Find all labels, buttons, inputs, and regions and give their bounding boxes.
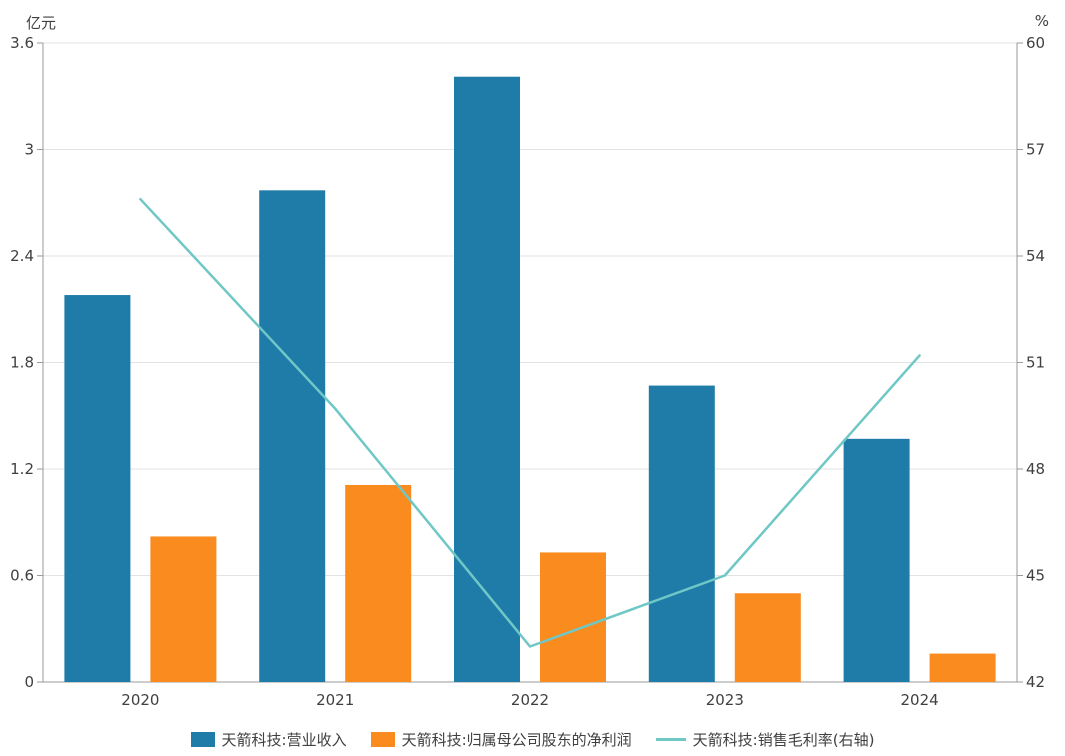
left-axis-tick-label: 3 — [24, 141, 34, 159]
left-axis-tick-label: 3.6 — [10, 34, 34, 52]
left-axis-tick-label: 1.8 — [10, 354, 34, 372]
x-axis-tick-label: 2022 — [511, 691, 549, 709]
right-axis-tick-label: 57 — [1026, 141, 1045, 159]
bar-revenue-2024 — [843, 438, 910, 682]
right-axis-tick-label: 42 — [1026, 673, 1045, 691]
legend-swatch-net-profit — [370, 732, 395, 747]
right-axis-tick-label: 54 — [1026, 247, 1045, 265]
bar-revenue-2022 — [454, 76, 520, 683]
x-axis-tick-label: 2024 — [901, 691, 939, 709]
right-axis-unit-label: % — [1034, 12, 1049, 30]
left-axis-unit-label: 亿元 — [26, 14, 57, 32]
bar-revenue-2021 — [259, 190, 326, 682]
x-axis-tick-label: 2023 — [706, 691, 744, 709]
right-axis-tick-label: 51 — [1026, 354, 1045, 372]
left-axis-tick-label: 0 — [24, 673, 34, 691]
legend-item-net-profit: 天箭科技:归属母公司股东的净利润 — [370, 729, 632, 750]
legend-item-gross-margin: 天箭科技:销售毛利率(右轴) — [655, 729, 875, 750]
bar-net-profit-2024 — [929, 653, 996, 682]
left-axis-tick-label: 1.2 — [10, 460, 34, 478]
x-axis-tick-label: 2021 — [316, 691, 354, 709]
bar-revenue-2023 — [648, 385, 715, 682]
bar-net-profit-2021 — [345, 484, 412, 682]
left-axis-tick-label: 2.4 — [10, 247, 34, 265]
legend-item-revenue: 天箭科技:营业收入 — [190, 729, 347, 750]
bar-net-profit-2020 — [150, 536, 217, 682]
bar-net-profit-2022 — [540, 552, 606, 682]
left-axis-tick-label: 0.6 — [10, 567, 34, 585]
right-axis-tick-label: 45 — [1026, 567, 1045, 585]
legend-label-net-profit: 天箭科技:归属母公司股东的净利润 — [401, 731, 632, 749]
bar-net-profit-2023 — [734, 593, 801, 682]
x-axis-tick-label: 2020 — [121, 691, 159, 709]
gross-margin-line — [139, 197, 921, 648]
right-axis-tick-label: 60 — [1026, 34, 1045, 52]
legend: 天箭科技:营业收入 天箭科技:归属母公司股东的净利润 天箭科技:销售毛利率(右轴… — [0, 729, 1065, 750]
legend-line-swatch-gross-margin — [655, 738, 686, 741]
right-axis-tick-label: 48 — [1026, 460, 1045, 478]
bar-revenue-2020 — [64, 295, 131, 682]
legend-label-revenue: 天箭科技:营业收入 — [221, 731, 347, 749]
legend-label-gross-margin: 天箭科技:销售毛利率(右轴) — [692, 731, 875, 749]
legend-swatch-revenue — [190, 732, 215, 747]
